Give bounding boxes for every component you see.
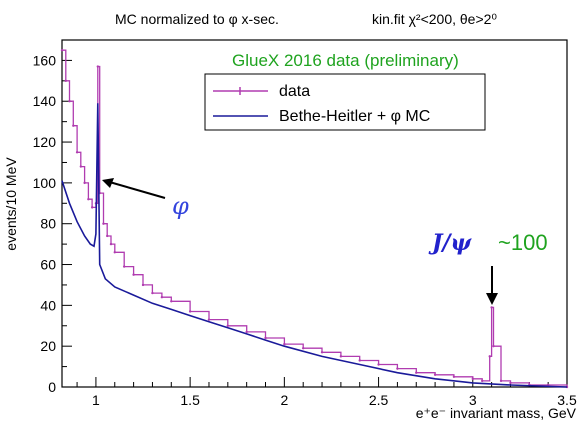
legend-box — [204, 73, 486, 131]
experiment-label: GlueX 2016 data (preliminary) — [232, 51, 459, 70]
y-axis-label: events/10 MeV — [3, 157, 19, 251]
y-tick-label: 40 — [40, 297, 56, 313]
data-point — [396, 367, 399, 370]
x-axis-ticks: 1 1.5 2 2.5 3 3.5 — [76, 377, 577, 408]
phi-label: φ — [172, 192, 189, 220]
data-point — [207, 318, 211, 321]
series-layer — [60, 49, 569, 389]
data-point — [132, 273, 135, 276]
jpsi-annotation: J/ψ ~100 — [428, 230, 548, 305]
data-point — [264, 336, 267, 340]
data-point — [102, 222, 105, 225]
y-tick-label: 80 — [40, 216, 56, 232]
y-tick-label: 20 — [40, 338, 56, 354]
data-point — [245, 330, 248, 334]
data-point — [60, 49, 64, 52]
legend: data Bethe-Heitler + φ MC — [204, 73, 486, 131]
data-point — [499, 379, 503, 383]
data-point — [226, 324, 230, 327]
series-mc-curve — [61, 103, 568, 388]
data-point — [377, 363, 380, 366]
data-point — [83, 181, 86, 185]
x-tick-label: 1 — [92, 392, 100, 408]
data-point — [122, 265, 126, 268]
data-point — [301, 347, 305, 350]
data-point — [64, 79, 67, 83]
x-tick-label: 1.5 — [180, 392, 200, 408]
data-point — [141, 283, 145, 287]
data-point — [113, 251, 116, 254]
legend-label-mc: Bethe-Heitler + φ MC — [279, 108, 430, 125]
data-point — [151, 291, 154, 295]
x-axis-label: e⁺e⁻ invariant mass, GeV — [416, 405, 577, 421]
data-point — [509, 381, 512, 385]
y-axis-ticks: 0 20 40 60 80 100 120 140 160 — [33, 52, 72, 395]
data-point — [90, 206, 94, 209]
x-tick-label: 3 — [469, 392, 477, 408]
y-tick-label: 160 — [33, 52, 57, 68]
x-tick-label: 3.5 — [557, 392, 577, 408]
data-point — [415, 371, 418, 374]
data-point — [339, 355, 343, 358]
data-point — [188, 310, 192, 313]
data-point — [471, 377, 474, 381]
x-tick-label: 2.5 — [369, 392, 389, 408]
y-tick-label: 60 — [40, 257, 56, 273]
data-point — [358, 359, 361, 362]
data-point — [87, 198, 90, 201]
data-point — [492, 344, 495, 348]
data-point — [160, 295, 164, 299]
data-point — [170, 300, 173, 303]
plot-frame — [61, 39, 568, 388]
data-point — [283, 342, 286, 346]
data-point — [72, 124, 75, 127]
header-normalization: MC normalized to φ x-sec. — [115, 11, 279, 27]
data-point — [109, 242, 113, 246]
x-tick-label: 2 — [280, 392, 288, 408]
phi-arrowhead — [102, 178, 114, 188]
plot-area — [61, 39, 568, 388]
data-point — [490, 306, 493, 309]
data-point — [433, 373, 437, 376]
data-point — [320, 351, 324, 354]
y-tick-label: 0 — [48, 379, 56, 395]
y-tick-label: 100 — [33, 175, 57, 191]
data-point — [75, 151, 79, 154]
data-point — [79, 165, 83, 168]
data-point — [452, 375, 456, 378]
phi-arrow — [105, 180, 166, 199]
legend-label-data: data — [279, 83, 310, 100]
data-point — [106, 234, 109, 238]
data-point — [68, 100, 71, 103]
data-point — [488, 355, 491, 358]
data-point — [481, 379, 484, 383]
y-tick-label: 140 — [33, 93, 57, 109]
data-point — [96, 65, 100, 68]
jpsi-label: J/ψ — [428, 230, 472, 256]
header-kinfit-cuts: kin.fit χ²<200, θe>2⁰ — [372, 11, 497, 27]
y-tick-label: 120 — [33, 134, 57, 150]
jpsi-arrowhead — [486, 293, 498, 305]
phi-annotation: φ — [102, 178, 189, 220]
jpsi-count-label: ~100 — [498, 230, 548, 255]
